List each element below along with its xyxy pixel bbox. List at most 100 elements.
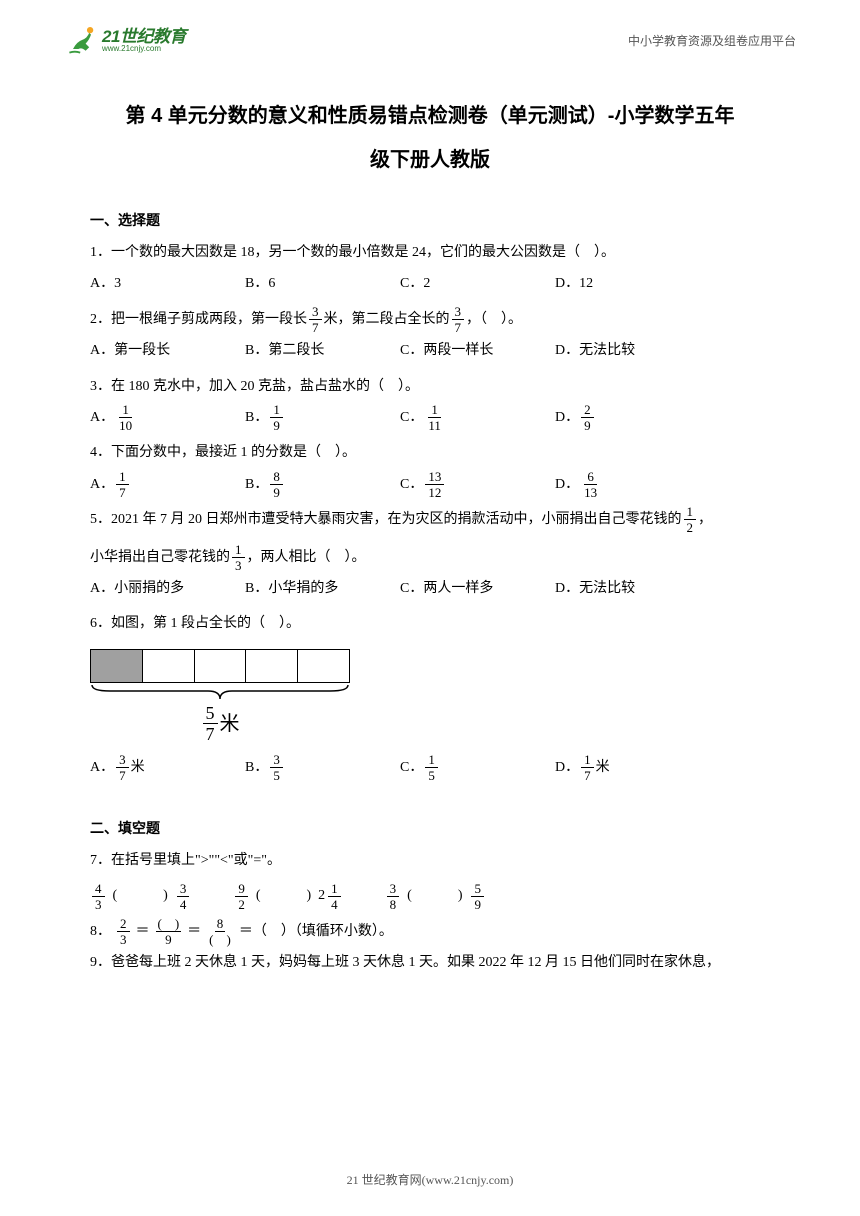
- bar-cell-4: [246, 650, 298, 682]
- q4-option-a[interactable]: A． 17: [90, 470, 245, 499]
- q1-text: 1．一个数的最大因数是 18，另一个数的最小倍数是 24，它们的最大公因数是（ …: [90, 238, 770, 267]
- q2-prefix: 2．把一根绳子剪成两段，第一段长: [90, 305, 307, 334]
- brace-wrap: 5 7 米: [90, 683, 350, 745]
- page-title-line1: 第 4 单元分数的意义和性质易错点检测卷（单元测试）-小学数学五年: [90, 94, 770, 138]
- q7-mixed-4: 2 14: [318, 881, 343, 910]
- q1-option-b[interactable]: B．6: [245, 269, 400, 298]
- page-footer: 21 世纪教育网(www.21cnjy.com): [0, 1171, 860, 1188]
- q8-frac-blank-1[interactable]: ( ) 9: [156, 917, 182, 946]
- q2-option-c[interactable]: C．两段一样长: [400, 336, 555, 365]
- section-1-header: 一、选择题: [90, 210, 770, 230]
- q4-option-c[interactable]: C． 1312: [400, 470, 555, 499]
- question-7: 7．在括号里填上">""<"或"="。 43 ( ) 34 92 ( ) 2 1…: [90, 846, 770, 911]
- q7-blank-1[interactable]: ( ): [113, 881, 169, 910]
- q6-frac-d: 17: [581, 753, 594, 782]
- q2-option-d[interactable]: D．无法比较: [555, 336, 710, 365]
- q1-options: A．3 B．6 C．2 D．12: [90, 269, 770, 298]
- q3-frac-a: 110: [116, 403, 135, 432]
- q3-option-d[interactable]: D． 29: [555, 403, 710, 432]
- logo-runner-icon: [64, 22, 100, 58]
- q3-options: A． 110 B． 19 C． 111 D． 29: [90, 403, 770, 432]
- q1-option-d[interactable]: D．12: [555, 269, 710, 298]
- q8-frac-1: 23: [117, 917, 130, 946]
- q2-fraction-1: 3 7: [309, 305, 322, 334]
- q7-frac-2: 34: [177, 882, 190, 911]
- q8-frac-blank-2[interactable]: 8 ( ): [207, 917, 233, 946]
- q2-options: A．第一段长 B．第二段长 C．两段一样长 D．无法比较: [90, 336, 770, 365]
- page-header: 21世纪教育 www.21cnjy.com 中小学教育资源及组卷应用平台: [0, 0, 860, 66]
- q6-option-b[interactable]: B． 35: [245, 753, 400, 782]
- q6-frac-c: 15: [425, 753, 438, 782]
- question-8: 8． 23 ＝ ( ) 9 ＝ 8 ( ) ＝（ ）（填循环小数）。: [90, 917, 770, 946]
- logo-url: www.21cnjy.com: [102, 45, 186, 53]
- q3-option-c[interactable]: C． 111: [400, 403, 555, 432]
- question-6: 6．如图，第 1 段占全长的（ ）。 5 7 米: [90, 609, 770, 782]
- q2-mid: 米，第二段占全长的: [324, 305, 450, 334]
- q3-frac-c: 111: [425, 403, 444, 432]
- q6-frac-b: 35: [270, 753, 283, 782]
- q5-line1: 5．2021 年 7 月 20 日郑州市遭受特大暴雨灾害，在为灾区的捐款活动中，…: [90, 505, 770, 534]
- q6-option-a[interactable]: A． 37 米: [90, 753, 245, 782]
- q7-row: 43 ( ) 34 92 ( ) 2 14 38 ( ) 59: [90, 881, 770, 910]
- q2-option-b[interactable]: B．第二段长: [245, 336, 400, 365]
- q3-frac-b: 19: [270, 403, 283, 432]
- q6-text: 6．如图，第 1 段占全长的（ ）。: [90, 609, 770, 638]
- question-1: 1．一个数的最大因数是 18，另一个数的最小倍数是 24，它们的最大公因数是（ …: [90, 238, 770, 299]
- q7-frac-5: 38: [387, 882, 400, 911]
- logo: 21世纪教育 www.21cnjy.com: [64, 22, 186, 58]
- brace-fraction: 5 7: [203, 704, 218, 743]
- q4-frac-b: 89: [270, 470, 283, 499]
- header-subtitle: 中小学教育资源及组卷应用平台: [628, 32, 796, 49]
- q3-option-b[interactable]: B． 19: [245, 403, 400, 432]
- q2-suffix: ，（ ）。: [466, 305, 522, 334]
- question-5: 5．2021 年 7 月 20 日郑州市遭受特大暴雨灾害，在为灾区的捐款活动中，…: [90, 505, 770, 603]
- q2-text: 2．把一根绳子剪成两段，第一段长 3 7 米，第二段占全长的 3 7 ，（ ）。: [90, 305, 770, 334]
- brace-icon: [90, 683, 350, 701]
- q7-blank-2[interactable]: ( ): [256, 881, 312, 910]
- q8-row: 8． 23 ＝ ( ) 9 ＝ 8 ( ) ＝（ ）（填循环小数）。: [90, 917, 770, 946]
- q6-frac-a: 37: [116, 753, 129, 782]
- q3-option-a[interactable]: A． 110: [90, 403, 245, 432]
- q5-line2: 小华捐出自己零花钱的 13 ，两人相比（ ）。: [90, 543, 770, 572]
- question-3: 3．在 180 克水中，加入 20 克盐，盐占盐水的（ ）。 A． 110 B．…: [90, 372, 770, 433]
- q2-fraction-2: 3 7: [452, 305, 465, 334]
- q7-frac-3: 92: [235, 882, 248, 911]
- q6-diagram: 5 7 米: [90, 649, 770, 745]
- q4-option-d[interactable]: D． 613: [555, 470, 710, 499]
- q5-frac-1: 12: [684, 505, 697, 534]
- q4-options: A． 17 B． 89 C． 1312 D． 613: [90, 470, 770, 499]
- page-title-line2: 级下册人教版: [90, 138, 770, 182]
- content: 第 4 单元分数的意义和性质易错点检测卷（单元测试）-小学数学五年 级下册人教版…: [0, 66, 860, 978]
- brace-label: 5 7 米: [201, 703, 240, 745]
- q3-frac-d: 29: [581, 403, 594, 432]
- q9-text: 9．爸爸每上班 2 天休息 1 天，妈妈每上班 3 天休息 1 天。如果 202…: [90, 948, 770, 977]
- bar-cell-2: [143, 650, 195, 682]
- q7-blank-3[interactable]: ( ): [407, 881, 463, 910]
- q4-text: 4．下面分数中，最接近 1 的分数是（ ）。: [90, 438, 770, 467]
- q5-option-c[interactable]: C．两人一样多: [400, 574, 555, 603]
- question-9: 9．爸爸每上班 2 天休息 1 天，妈妈每上班 3 天休息 1 天。如果 202…: [90, 948, 770, 977]
- q4-option-b[interactable]: B． 89: [245, 470, 400, 499]
- q6-options: A． 37 米 B． 35 C． 15 D． 17 米: [90, 753, 770, 782]
- bar-cell-1-shaded: [91, 650, 143, 682]
- bar-diagram: [90, 649, 350, 683]
- q5-option-b[interactable]: B．小华捐的多: [245, 574, 400, 603]
- q5-option-a[interactable]: A．小丽捐的多: [90, 574, 245, 603]
- q1-option-a[interactable]: A．3: [90, 269, 245, 298]
- q7-frac-1: 43: [92, 882, 105, 911]
- q2-option-a[interactable]: A．第一段长: [90, 336, 245, 365]
- q4-frac-d: 613: [581, 470, 600, 499]
- q3-text: 3．在 180 克水中，加入 20 克盐，盐占盐水的（ ）。: [90, 372, 770, 401]
- question-4: 4．下面分数中，最接近 1 的分数是（ ）。 A． 17 B． 89 C． 13…: [90, 438, 770, 499]
- logo-text: 21世纪教育 www.21cnjy.com: [102, 28, 186, 53]
- q5-option-d[interactable]: D．无法比较: [555, 574, 710, 603]
- bar-cell-3: [195, 650, 247, 682]
- q6-option-d[interactable]: D． 17 米: [555, 753, 710, 782]
- q4-frac-a: 17: [116, 470, 129, 499]
- q6-option-c[interactable]: C． 15: [400, 753, 555, 782]
- section-2-header: 二、填空题: [90, 818, 770, 838]
- logo-title: 21世纪教育: [102, 28, 186, 45]
- q1-option-c[interactable]: C．2: [400, 269, 555, 298]
- bar-cell-5: [298, 650, 349, 682]
- q5-options: A．小丽捐的多 B．小华捐的多 C．两人一样多 D．无法比较: [90, 574, 770, 603]
